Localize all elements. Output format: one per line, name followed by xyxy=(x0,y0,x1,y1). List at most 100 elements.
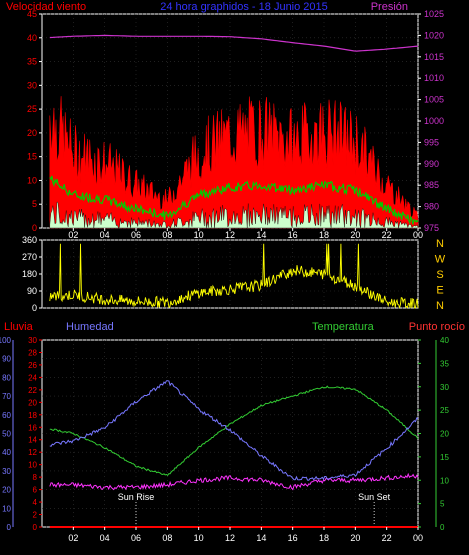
humidity-tick-label: 90 xyxy=(2,355,11,364)
direction-tick-label: 360 xyxy=(22,235,37,245)
time-tick-label: 20 xyxy=(350,533,360,543)
compass-letter: S xyxy=(436,269,443,281)
time-tick-label: 00 xyxy=(413,230,423,240)
wind-tick-label: 20 xyxy=(27,128,37,138)
pressure-tick-label: 985 xyxy=(424,180,439,190)
direction-tick-label: 0 xyxy=(32,303,37,313)
humidity-tick-label: 50 xyxy=(2,430,11,439)
time-tick-label: 06 xyxy=(131,533,141,543)
rain-tick-label: 4 xyxy=(33,498,38,507)
time-tick-label: 20 xyxy=(350,230,360,240)
wind-speed-axis: 0 5 10 15 20 25 30 35 40 45 xyxy=(27,9,42,233)
time-tick-label: 08 xyxy=(162,533,172,543)
sun-set-label: Sun Set xyxy=(358,492,391,502)
time-tick-label: 14 xyxy=(256,230,266,240)
compass-letter: N xyxy=(436,300,444,312)
temperature-tick-label: 5 xyxy=(440,500,445,509)
sun-rise-label: Sun Rise xyxy=(118,492,155,502)
pressure-axis: 975 980 985 990 995 1000 1005 1010 1015 1020 1025 xyxy=(418,9,444,233)
bottom-time-axis: 02 04 06 08 10 12 14 16 18 20 22 00 xyxy=(68,527,423,543)
rain-tick-label: 16 xyxy=(28,423,37,432)
time-tick-label: 04 xyxy=(100,230,110,240)
temperature-axis: 0 5 10 15 20 25 30 35 40 xyxy=(418,336,449,532)
temperature-tick-label: 35 xyxy=(440,359,449,368)
pressure-tick-label: 1015 xyxy=(424,52,444,62)
wind-direction-axis: 0 90 180 270 360 xyxy=(22,235,42,313)
wind-direction-grid xyxy=(42,239,419,309)
wind-tick-label: 30 xyxy=(27,80,37,90)
humidity-label: Humedad xyxy=(66,321,114,333)
temperature-tick-label: 40 xyxy=(440,336,449,345)
time-tick-label: 10 xyxy=(194,533,204,543)
rain-tick-label: 24 xyxy=(28,373,37,382)
temperature-tick-label: 25 xyxy=(440,406,449,415)
time-tick-label: 18 xyxy=(319,230,329,240)
pressure-tick-label: 1000 xyxy=(424,116,444,126)
time-tick-label: 08 xyxy=(162,230,172,240)
rain-tick-label: 22 xyxy=(28,386,37,395)
direction-tick-label: 90 xyxy=(27,286,37,296)
time-tick-label: 22 xyxy=(382,230,392,240)
wind-direction-series xyxy=(49,243,419,309)
wind-tick-label: 35 xyxy=(27,57,37,67)
wind-speed-title: Velocidad viento xyxy=(6,1,86,13)
humidity-tick-label: 100 xyxy=(0,336,12,345)
pressure-tick-label: 980 xyxy=(424,202,439,212)
time-tick-label: 18 xyxy=(319,533,329,543)
wind-tick-label: 15 xyxy=(27,152,37,162)
pressure-tick-label: 1025 xyxy=(424,9,444,19)
rain-tick-label: 30 xyxy=(28,336,37,345)
rain-tick-label: 18 xyxy=(28,411,37,420)
wind-tick-label: 45 xyxy=(27,9,37,19)
humidity-tick-label: 20 xyxy=(2,486,11,495)
wind-gust-area xyxy=(49,96,419,229)
pressure-tick-label: 1020 xyxy=(424,30,444,40)
wind-tick-label: 40 xyxy=(27,33,37,43)
chart-title: 24 hora graphidos - 18 Junio 2015 xyxy=(160,1,328,13)
wind-tick-label: 0 xyxy=(32,223,37,233)
rain-tick-label: 0 xyxy=(33,523,38,532)
rain-tick-label: 14 xyxy=(28,436,37,445)
humidity-tick-label: 30 xyxy=(2,467,11,476)
rain-tick-label: 6 xyxy=(33,486,38,495)
wind-average-line xyxy=(49,175,419,225)
time-tick-label: 16 xyxy=(288,533,298,543)
direction-tick-label: 180 xyxy=(22,269,37,279)
humidity-temp-series xyxy=(49,380,419,528)
rain-tick-label: 26 xyxy=(28,361,37,370)
compass-letter: E xyxy=(436,285,443,297)
temperature-tick-label: 30 xyxy=(440,383,449,392)
compass-letter: W xyxy=(435,254,446,266)
time-tick-label: 00 xyxy=(413,533,423,543)
time-tick-label: 10 xyxy=(194,230,204,240)
wind-direction-line xyxy=(49,243,419,309)
pressure-tick-label: 1005 xyxy=(424,95,444,105)
rain-tick-label: 2 xyxy=(33,511,38,520)
time-tick-label: 06 xyxy=(131,230,141,240)
time-tick-label: 02 xyxy=(68,533,78,543)
time-tick-label: 04 xyxy=(100,533,110,543)
temperature-line xyxy=(49,385,419,477)
compass-letter: N xyxy=(436,238,444,250)
humidity-tick-label: 60 xyxy=(2,411,11,420)
dew-point-label: Punto rocío xyxy=(409,321,465,333)
time-tick-label: 02 xyxy=(68,230,78,240)
pressure-tick-label: 975 xyxy=(424,223,439,233)
wind-time-axis: 02 04 06 08 10 12 14 16 18 20 22 00 xyxy=(68,228,423,240)
humidity-tick-label: 0 xyxy=(7,523,12,532)
time-tick-label: 16 xyxy=(288,230,298,240)
pressure-tick-label: 995 xyxy=(424,137,439,147)
pressure-tick-label: 990 xyxy=(424,159,439,169)
humidity-line xyxy=(49,380,419,481)
temperature-tick-label: 15 xyxy=(440,453,449,462)
time-tick-label: 12 xyxy=(225,230,235,240)
rain-tick-label: 10 xyxy=(28,461,37,470)
humidity-tick-label: 40 xyxy=(2,448,11,457)
rain-tick-label: 12 xyxy=(28,448,37,457)
temperature-tick-label: 0 xyxy=(440,523,445,532)
rain-tick-label: 28 xyxy=(28,348,37,357)
humidity-tick-label: 80 xyxy=(2,373,11,382)
